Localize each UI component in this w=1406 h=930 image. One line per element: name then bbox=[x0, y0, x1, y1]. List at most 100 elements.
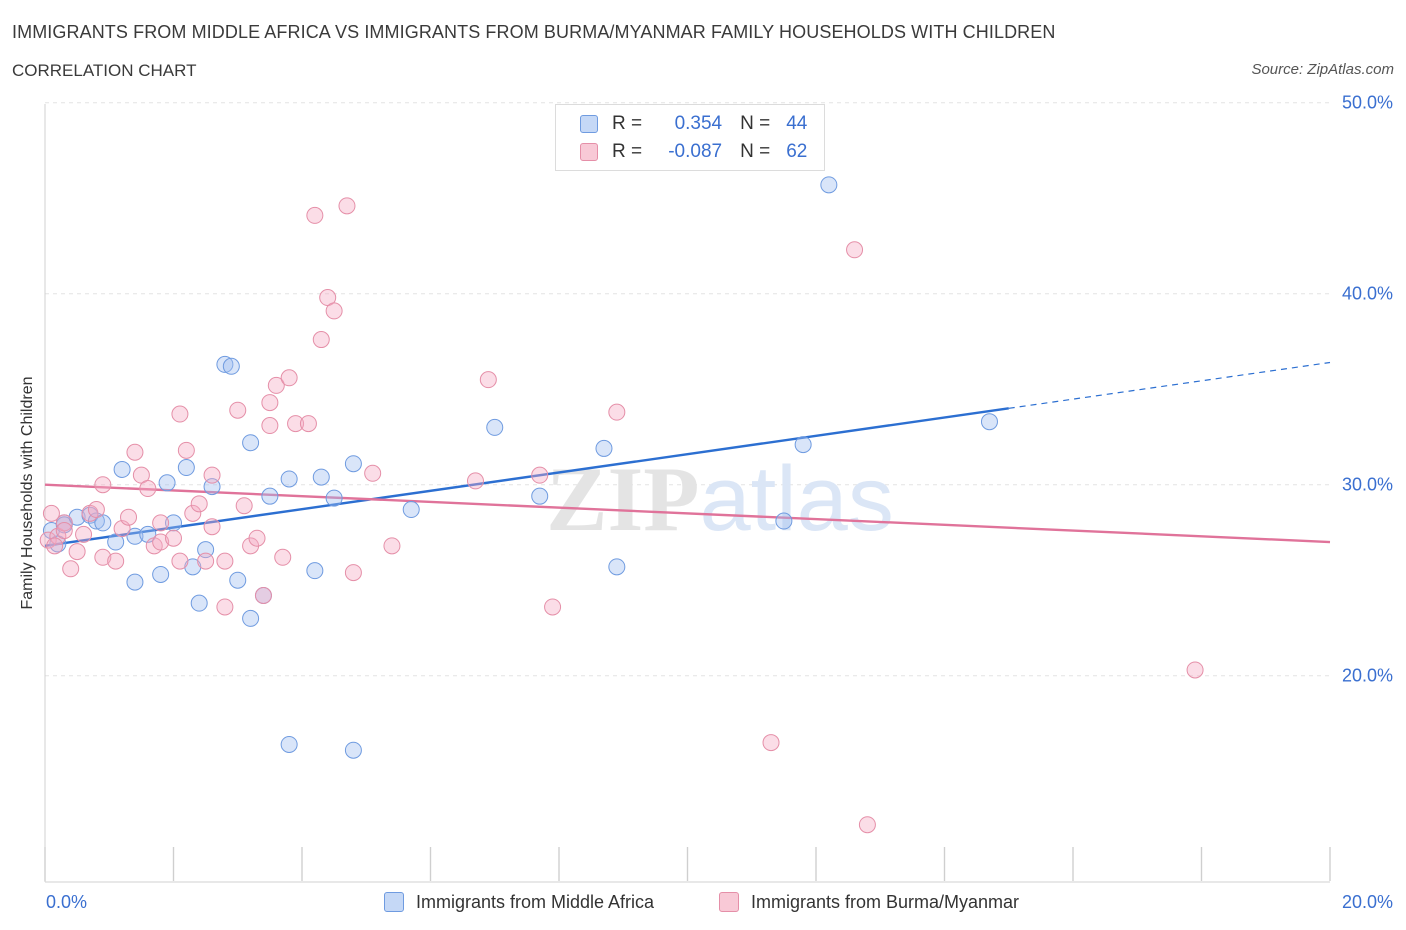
point-middle-africa bbox=[229, 571, 247, 589]
point-middle-africa bbox=[280, 470, 298, 488]
point-burma bbox=[184, 504, 202, 522]
x-tick-label: 0.0% bbox=[46, 892, 87, 912]
y-tick-label: 30.0% bbox=[1342, 475, 1393, 495]
point-burma bbox=[55, 522, 73, 540]
legend-n-label: N = bbox=[740, 141, 771, 162]
grid-lines bbox=[45, 102, 1330, 677]
chart-subtitle: CORRELATION CHART bbox=[12, 61, 197, 80]
point-middle-africa bbox=[242, 434, 260, 452]
point-burma bbox=[235, 497, 253, 515]
point-middle-africa bbox=[794, 436, 812, 454]
legend-r-value: 0.354 bbox=[674, 113, 723, 134]
point-middle-africa bbox=[595, 439, 613, 457]
point-burma bbox=[299, 415, 317, 433]
legend-swatch-blue bbox=[580, 115, 598, 133]
point-burma bbox=[216, 552, 234, 570]
point-burma bbox=[107, 552, 125, 570]
point-burma bbox=[42, 504, 60, 522]
point-burma bbox=[325, 302, 343, 320]
point-burma bbox=[1186, 661, 1204, 679]
point-burma bbox=[544, 598, 562, 616]
point-middle-africa bbox=[775, 512, 793, 530]
legend-r-label: R = bbox=[612, 113, 643, 134]
series-legend-burma[interactable]: Immigrants from Burma/Myanmar bbox=[719, 889, 1019, 915]
watermark-zip: ZIP bbox=[546, 448, 699, 550]
point-burma bbox=[152, 533, 170, 551]
point-burma bbox=[338, 197, 356, 215]
point-burma bbox=[62, 560, 80, 578]
y-tick-label: 40.0% bbox=[1342, 284, 1393, 304]
x-tick-label: 20.0% bbox=[1342, 892, 1393, 912]
point-burma bbox=[177, 441, 195, 459]
point-burma bbox=[75, 525, 93, 543]
legend-n-value: 44 bbox=[786, 113, 808, 134]
point-burma bbox=[608, 403, 626, 421]
point-burma bbox=[203, 518, 221, 536]
axes bbox=[44, 104, 1331, 883]
correlation-legend: R = 0.354 N = 44 R = -0.087 N = 62 bbox=[555, 104, 825, 171]
legend-swatch-blue bbox=[384, 892, 404, 912]
y-tick-label: 20.0% bbox=[1342, 666, 1393, 686]
legend-swatch-pink bbox=[719, 892, 739, 912]
point-middle-africa bbox=[222, 357, 240, 375]
point-burma bbox=[531, 466, 549, 484]
point-burma bbox=[229, 401, 247, 419]
point-middle-africa bbox=[306, 562, 324, 580]
point-middle-africa bbox=[126, 573, 144, 591]
trend-line-middle-africa-extension bbox=[1008, 361, 1331, 409]
point-burma bbox=[94, 548, 112, 566]
y-tick-label: 50.0% bbox=[1342, 93, 1393, 113]
point-burma bbox=[139, 480, 157, 498]
point-burma bbox=[280, 369, 298, 387]
point-burma bbox=[152, 514, 170, 532]
trend-lines bbox=[44, 361, 1331, 548]
point-burma bbox=[846, 241, 864, 259]
point-middle-africa bbox=[177, 459, 195, 477]
legend-n-label: N = bbox=[740, 113, 771, 134]
point-burma bbox=[261, 417, 279, 435]
point-burma bbox=[165, 529, 182, 547]
point-middle-africa bbox=[113, 460, 131, 478]
point-burma bbox=[858, 816, 876, 834]
point-burma bbox=[344, 564, 362, 582]
chart-title: IMMIGRANTS FROM MIDDLE AFRICA VS IMMIGRA… bbox=[12, 22, 1056, 42]
watermark-atlas: atlas bbox=[700, 448, 894, 550]
point-burma bbox=[171, 405, 189, 423]
legend-r-value: -0.087 bbox=[668, 141, 723, 162]
legend-row-middle-africa: R = 0.354 N = 44 bbox=[580, 111, 807, 137]
point-burma bbox=[94, 476, 112, 494]
source-credit: Source: ZipAtlas.com bbox=[1251, 61, 1394, 78]
point-middle-africa bbox=[344, 741, 362, 759]
legend-swatch-pink bbox=[580, 143, 598, 161]
point-middle-africa bbox=[608, 558, 626, 576]
trend-line-middle-africa bbox=[44, 407, 1009, 548]
point-burma bbox=[68, 543, 86, 561]
point-middle-africa bbox=[820, 176, 838, 194]
legend-r-label: R = bbox=[612, 141, 643, 162]
series-legend-label: Immigrants from Middle Africa bbox=[416, 891, 655, 912]
series-legend-middle-africa[interactable]: Immigrants from Middle Africa bbox=[384, 889, 654, 915]
point-middle-africa bbox=[325, 489, 343, 507]
point-middle-africa bbox=[344, 455, 362, 473]
point-burma bbox=[87, 501, 105, 519]
point-middle-africa bbox=[280, 735, 298, 753]
point-middle-africa bbox=[158, 474, 176, 492]
data-points bbox=[39, 176, 1204, 834]
point-burma bbox=[120, 508, 138, 526]
point-burma bbox=[261, 394, 279, 412]
watermark: ZIPatlas bbox=[546, 448, 894, 550]
point-burma bbox=[287, 415, 305, 433]
point-middle-africa bbox=[486, 418, 504, 436]
point-middle-africa bbox=[402, 501, 420, 519]
point-middle-africa bbox=[242, 609, 260, 627]
legend-n-value: 62 bbox=[786, 141, 808, 162]
point-burma bbox=[171, 552, 189, 570]
point-middle-africa bbox=[165, 514, 182, 532]
point-burma bbox=[203, 466, 221, 484]
point-burma bbox=[126, 443, 144, 461]
point-burma bbox=[190, 495, 208, 513]
point-burma bbox=[46, 537, 64, 555]
point-middle-africa bbox=[126, 527, 144, 545]
point-burma bbox=[248, 529, 266, 547]
